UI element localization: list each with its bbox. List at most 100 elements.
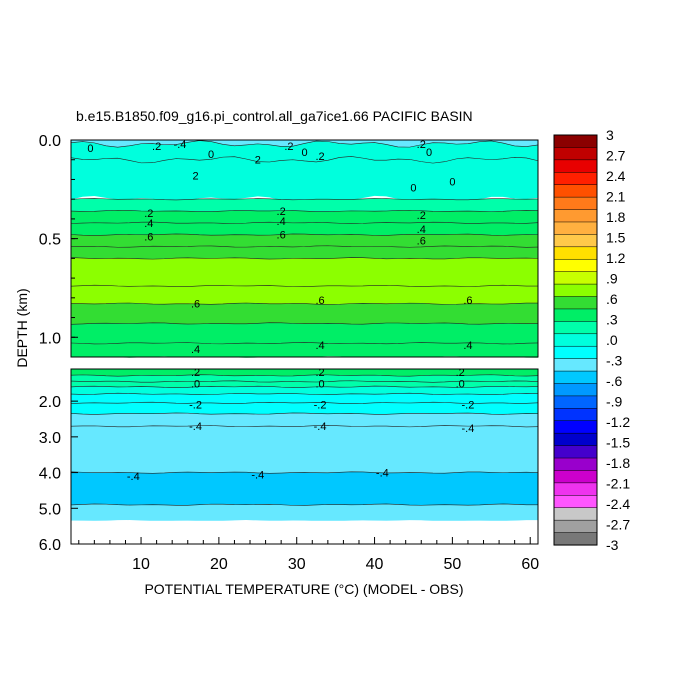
colorbar-swatch [553, 470, 598, 484]
contour-line [70, 392, 539, 396]
contour-band [71, 342, 538, 358]
contour-band [71, 503, 538, 522]
x-tick-label: 20 [210, 556, 228, 573]
contour-band [71, 140, 538, 164]
colorbar-label: .3 [606, 312, 618, 328]
contour-label: .2 [152, 141, 161, 153]
contour-label: .0 [191, 378, 200, 390]
contour-label: .0 [315, 378, 324, 390]
contour-label: .0 [456, 378, 465, 390]
colorbar-swatch [553, 196, 598, 211]
contour-band [71, 380, 538, 388]
colorbar-label: -2.7 [606, 517, 630, 533]
contour-line [70, 156, 539, 164]
colorbar-swatch [553, 507, 598, 521]
contour-label: -.4 [189, 421, 202, 433]
contour-band [71, 198, 538, 212]
contour-band [71, 412, 538, 427]
contour-band [71, 285, 538, 305]
colorbar-label: -1.2 [606, 414, 630, 430]
lower-panel-contour-lines [70, 374, 539, 506]
colorbar-swatch [553, 432, 598, 447]
contour-line [70, 221, 539, 224]
colorbar-swatch [553, 221, 598, 235]
x-tick-label: 40 [366, 556, 384, 573]
contour-label: .4 [315, 340, 324, 352]
colorbar-swatch [553, 296, 598, 310]
colorbar-swatch [553, 445, 598, 459]
contour-label: 2 [255, 155, 261, 167]
colorbar-label: -1.8 [606, 455, 630, 471]
colorbar-swatch [553, 134, 598, 148]
colorbar-swatch [553, 234, 598, 248]
y-tick-label: 4.0 [39, 466, 61, 483]
contour-band [71, 233, 538, 248]
contour-label: .6 [417, 236, 426, 248]
colorbar-label: -.6 [606, 373, 623, 389]
contour-line [70, 342, 539, 345]
contour-line [70, 374, 539, 377]
contour-line [70, 322, 539, 325]
contour-band [71, 140, 538, 148]
contour-label: .4 [463, 340, 472, 352]
contour-band [71, 322, 538, 344]
contour-line [70, 209, 539, 213]
lower-panel-contour-labels: .2.0-.2-.4.2.0-.2-.4.2.0-.2-.4-.4 -.4 -.4 [127, 367, 475, 483]
contour-label: 2 [192, 171, 198, 183]
contour-band [71, 245, 538, 260]
contour-label: -.2 [462, 400, 475, 412]
contour-label: .2 [277, 206, 286, 218]
contour-label: .4 [277, 216, 286, 228]
contour-label: -.4 [376, 468, 389, 480]
contour-band [71, 156, 538, 203]
x-tick-label: 60 [521, 556, 539, 573]
contour-label: 0 [208, 149, 214, 161]
x-tick-label: 50 [443, 556, 461, 573]
contour-line [70, 302, 539, 305]
contour-band [71, 210, 538, 224]
colorbar-swatch [553, 321, 598, 335]
contour-line [70, 425, 539, 428]
contour-label: .4 [144, 218, 153, 230]
contour-label: .2 [144, 208, 153, 220]
colorbar-swatch [553, 532, 598, 546]
contour-label: 0 [449, 176, 455, 188]
lower-panel-frame [70, 368, 539, 545]
colorbar-label: 1.5 [606, 230, 626, 246]
contour-label: -.2 [314, 400, 327, 412]
colorbar-swatch [553, 457, 598, 472]
contour-line [70, 380, 539, 383]
colorbar-swatch [553, 495, 598, 509]
colorbar-label: 3 [606, 127, 614, 143]
colorbar-swatch [553, 209, 598, 223]
x-axis-label: POTENTIAL TEMPERATURE (°C) (MODEL - OBS) [144, 581, 463, 597]
lower-panel-color-fill [71, 369, 538, 544]
colorbar-swatch [553, 159, 598, 173]
colorbar-label: -2.4 [606, 496, 630, 512]
contour-label: .2 [315, 151, 324, 163]
contour-line [70, 385, 539, 388]
colorbar-swatch [553, 519, 598, 534]
y-tick-label: 3.0 [39, 430, 61, 447]
contour-label: .6 [191, 299, 200, 311]
colorbar-label: 2.7 [606, 148, 626, 164]
contour-band [71, 471, 538, 506]
colorbar-swatch [553, 308, 598, 322]
colorbar-label: 1.8 [606, 209, 626, 225]
contour-label: .6 [144, 232, 153, 244]
contour-line [70, 503, 539, 506]
colorbar-label: .0 [606, 332, 618, 348]
contour-label: .2 [284, 141, 293, 153]
contour-label: .2 [191, 367, 200, 379]
contour-label: .2 [315, 367, 324, 379]
colorbar-swatch [553, 370, 598, 385]
colorbar-swatch [553, 395, 598, 409]
colorbar-swatch [553, 258, 598, 273]
contour-line [70, 412, 539, 415]
colorbar-swatch [553, 358, 598, 372]
colorbar-label: -.9 [606, 394, 623, 410]
contour-label: 0 [87, 143, 93, 155]
contour-label: -.4 [251, 469, 264, 481]
colorbar-swatch [553, 408, 598, 422]
